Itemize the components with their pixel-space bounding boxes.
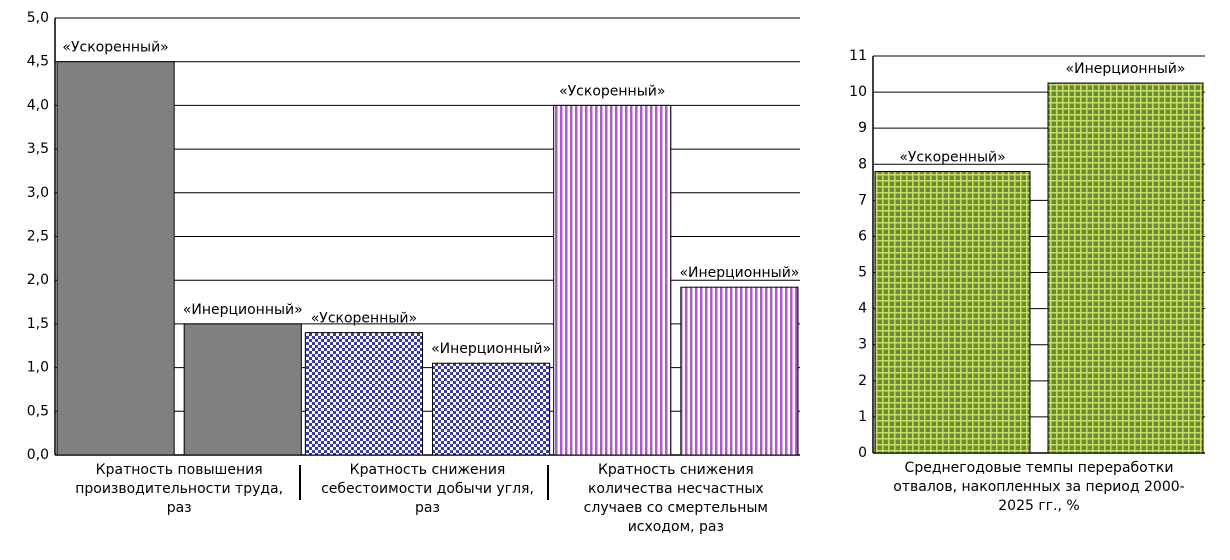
y-tick-label: 3 xyxy=(858,337,867,353)
y-tick-label: 5 xyxy=(858,265,867,281)
y-tick-label: 5,0 xyxy=(27,10,49,26)
bar xyxy=(680,286,799,456)
y-tick-label: 2,5 xyxy=(27,229,49,245)
y-tick-label: 8 xyxy=(858,156,867,172)
bar xyxy=(183,323,302,456)
y-tick-label: 3,0 xyxy=(27,185,49,201)
y-tick-label: 0,5 xyxy=(27,403,49,419)
bar xyxy=(874,170,1031,454)
series-label: «Ускоренный» xyxy=(62,40,168,56)
bar xyxy=(304,332,424,456)
y-tick-label: 7 xyxy=(858,192,867,208)
y-tick-label: 4 xyxy=(858,301,867,317)
y-tick-label: 0 xyxy=(858,445,867,461)
y-tick-label: 6 xyxy=(858,228,867,244)
y-tick-label: 1,0 xyxy=(27,360,49,376)
bar xyxy=(1047,82,1204,454)
y-tick-label: 4,0 xyxy=(27,97,49,113)
y-tick-label: 11 xyxy=(849,48,867,64)
x-tick-label: Кратность снижения себестоимости добычи … xyxy=(321,462,534,516)
series-label: «Инерционный» xyxy=(431,341,551,357)
y-tick-label: 10 xyxy=(849,84,867,100)
y-tick-label: 1,5 xyxy=(27,316,49,332)
y-tick-label: 4,5 xyxy=(27,54,49,70)
series-label: «Ускоренный» xyxy=(559,83,665,99)
x-tick-label: Кратность повышения производительности т… xyxy=(75,462,284,516)
series-label: «Ускоренный» xyxy=(899,149,1005,165)
x-tick-label: Кратность снижения количества несчастных… xyxy=(583,462,768,535)
bar xyxy=(432,362,551,456)
y-tick-label: 3,5 xyxy=(27,141,49,157)
bar xyxy=(553,104,672,456)
series-label: «Инерционный» xyxy=(679,265,799,281)
y-tick-label: 0,0 xyxy=(27,447,49,463)
x-tick-label: Среднегодовые темпы переработки отвалов,… xyxy=(893,460,1185,514)
y-tick-label: 2 xyxy=(858,373,867,389)
y-tick-label: 2,0 xyxy=(27,272,49,288)
y-tick-label: 9 xyxy=(858,120,867,136)
series-label: «Ускоренный» xyxy=(311,311,417,327)
series-label: «Инерционный» xyxy=(1066,61,1186,77)
bar xyxy=(56,61,175,456)
y-tick-label: 1 xyxy=(858,409,867,425)
series-label: «Инерционный» xyxy=(183,302,303,318)
